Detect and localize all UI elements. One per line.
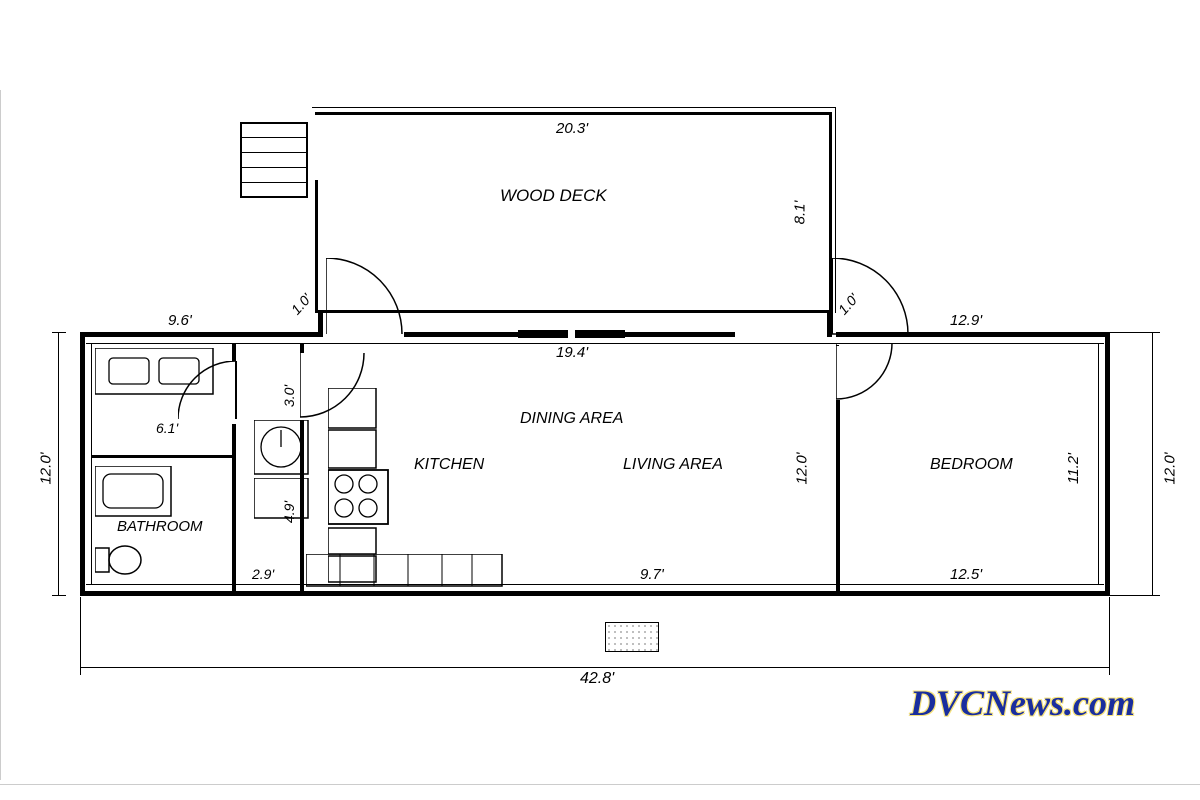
stairs-bottom xyxy=(240,196,308,198)
main-top-inner xyxy=(86,343,1104,344)
kitchen-wall-upper xyxy=(300,343,304,353)
dim-overall-tick-r xyxy=(1109,597,1110,675)
room-kitchen: KITCHEN xyxy=(414,456,484,474)
bedroom-door-arc xyxy=(836,343,900,407)
tub-icon xyxy=(95,466,173,518)
room-bathroom: BATHROOM xyxy=(117,518,203,535)
main-top-3 xyxy=(625,332,735,337)
kitchen-sink-icon xyxy=(254,420,310,476)
stairs-step xyxy=(242,167,306,168)
dim-bedroom-bot: 12.5' xyxy=(950,566,982,583)
main-top-window-1 xyxy=(518,330,568,338)
stairs-step xyxy=(242,152,306,153)
dim-right-tick-bot xyxy=(1110,595,1160,596)
dim-bath-row: 6.1' xyxy=(156,420,178,436)
dim-deck-right: 8.1' xyxy=(791,201,808,225)
main-top-window-2 xyxy=(575,330,625,338)
deck-door-right-arc xyxy=(832,258,912,338)
main-right xyxy=(1105,332,1110,596)
hatch-block xyxy=(605,622,659,652)
main-bottom-inner xyxy=(86,584,1104,585)
room-living: LIVING AREA xyxy=(623,456,723,474)
stairs-right xyxy=(306,122,308,196)
dim-left-tick-top xyxy=(52,332,66,333)
room-dining: DINING AREA xyxy=(520,410,623,428)
dim-bath-bot: 2.9' xyxy=(252,566,274,582)
notch-post-left xyxy=(318,310,323,337)
dim-left-line xyxy=(58,332,59,596)
deck-left-wall xyxy=(315,180,318,310)
bath-wall-vert-upper xyxy=(232,343,236,361)
main-left xyxy=(80,332,85,596)
dim-overall: 42.8' xyxy=(580,670,614,688)
deck-top-outer xyxy=(312,107,835,108)
dim-right-line xyxy=(1152,332,1153,596)
floorplan-canvas: WOOD DECK 20.3' 8.1' 1.0' 1.0' xyxy=(0,0,1200,800)
page-edge-left xyxy=(0,90,1,780)
stairs-top xyxy=(240,122,308,124)
main-left-inner xyxy=(91,343,92,585)
dim-overall-line xyxy=(80,667,1110,668)
dim-bedroom-right: 11.2' xyxy=(1065,453,1082,484)
toilet-icon xyxy=(95,540,145,580)
dim-living-right: 12.0' xyxy=(794,452,811,484)
dim-deck-top: 20.3' xyxy=(556,120,588,137)
kitchen-bottom-run xyxy=(306,554,506,590)
dim-living-bot: 9.7' xyxy=(640,566,664,583)
stairs-left xyxy=(240,122,242,196)
deck-top-wall xyxy=(315,112,832,115)
bedroom-wall xyxy=(836,400,840,592)
dim-left-tick-bot xyxy=(52,595,66,596)
room-bedroom: BEDROOM xyxy=(930,456,1013,474)
deck-door-left-arc xyxy=(326,258,406,338)
dim-kitchen-top: 3.0' xyxy=(281,385,297,407)
page-edge-bottom xyxy=(0,784,1200,785)
stairs-step xyxy=(242,182,306,183)
dim-left-height: 12.0' xyxy=(38,452,55,484)
dim-right-height: 12.0' xyxy=(1162,452,1179,484)
main-top-2 xyxy=(404,332,518,337)
watermark: DVCNews.com xyxy=(910,682,1135,724)
bath-wall-vert xyxy=(232,424,236,592)
main-top-1 xyxy=(80,332,323,337)
dim-top-mid: 19.4' xyxy=(556,344,588,361)
bath-split xyxy=(91,455,236,458)
dim-top-left: 9.6' xyxy=(168,312,192,329)
stairs-step xyxy=(242,137,306,138)
dim-top-right: 12.9' xyxy=(950,312,982,329)
dim-right-tick-top xyxy=(1110,332,1160,333)
main-right-inner xyxy=(1098,343,1099,585)
dim-overall-tick-l xyxy=(80,597,81,675)
dim-notch-left: 1.0' xyxy=(288,290,315,317)
room-wood-deck: WOOD DECK xyxy=(500,186,607,206)
bath-vanity xyxy=(95,348,215,398)
dim-kitchen-bot: 4.9' xyxy=(281,501,297,523)
